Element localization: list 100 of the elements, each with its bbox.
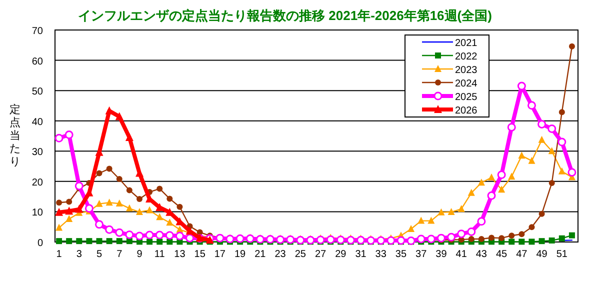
point	[416, 234, 426, 244]
point	[568, 232, 575, 238]
point	[517, 82, 526, 90]
point	[95, 220, 104, 229]
y-tick-label: 0	[37, 238, 44, 249]
point	[527, 101, 536, 110]
point	[96, 200, 103, 207]
point	[116, 176, 122, 182]
x-tick-label: 1	[56, 249, 62, 260]
point	[96, 170, 102, 176]
point	[156, 186, 163, 192]
point	[166, 196, 173, 202]
point	[468, 236, 474, 242]
point	[56, 200, 62, 206]
point	[75, 204, 84, 213]
point	[55, 208, 64, 216]
point	[538, 136, 546, 143]
x-tick-label: 51	[556, 249, 568, 260]
point	[156, 238, 163, 245]
point	[135, 232, 144, 240]
point	[66, 198, 72, 205]
point	[568, 168, 576, 177]
point	[155, 230, 164, 240]
point	[76, 238, 82, 244]
x-tick-label: 9	[136, 249, 143, 260]
point	[508, 232, 515, 239]
point	[436, 234, 446, 242]
point	[84, 204, 94, 213]
point	[548, 180, 555, 186]
point	[65, 206, 74, 215]
point	[105, 225, 114, 234]
x-tick-label: 7	[116, 249, 123, 260]
y-tick-label: 30	[32, 147, 44, 158]
point	[106, 198, 113, 206]
point	[548, 147, 556, 154]
x-tick-label: 25	[294, 249, 306, 260]
x-tick-label: 37	[416, 249, 428, 260]
point	[146, 238, 153, 245]
x-tick-label: 49	[536, 249, 548, 260]
x-tick-label: 47	[516, 249, 528, 260]
x-tick-label: 23	[274, 249, 286, 260]
point	[538, 210, 545, 217]
point	[96, 238, 102, 244]
legend-label: 2022	[455, 52, 478, 62]
point	[478, 236, 484, 242]
point	[467, 227, 476, 236]
point	[428, 216, 435, 224]
y-tick-label: 50	[32, 86, 44, 98]
point	[458, 204, 465, 212]
point	[568, 43, 575, 50]
point	[166, 218, 174, 226]
point	[66, 238, 72, 244]
point	[518, 238, 525, 245]
point	[56, 238, 62, 244]
point	[106, 238, 112, 244]
y-tick-label: 10	[32, 208, 44, 219]
point	[438, 208, 445, 216]
point	[528, 156, 536, 164]
legend-label: 2021	[455, 38, 478, 49]
point	[86, 238, 92, 244]
x-tick-label: 45	[496, 249, 508, 260]
point	[165, 231, 174, 240]
x-tick-label: 27	[314, 249, 327, 260]
y-tick-label: 40	[32, 116, 44, 128]
point	[498, 235, 505, 242]
point	[116, 200, 123, 207]
point	[126, 238, 132, 244]
x-tick-label: 41	[456, 249, 468, 260]
point	[408, 224, 415, 232]
point	[497, 170, 506, 180]
y-tick-label: 70	[32, 26, 44, 37]
point	[56, 224, 63, 231]
legend-label: 2026	[455, 106, 478, 116]
point	[448, 208, 455, 216]
point	[487, 191, 496, 200]
point	[558, 138, 566, 146]
point	[538, 238, 545, 244]
point	[136, 196, 142, 202]
x-tick-label: 17	[214, 249, 226, 260]
point	[558, 167, 566, 174]
x-tick-label: 39	[436, 249, 448, 260]
point	[508, 238, 515, 245]
x-tick-label: 13	[174, 249, 186, 260]
point	[418, 216, 425, 224]
point	[186, 234, 194, 242]
point	[558, 109, 565, 116]
x-tick-label: 35	[395, 249, 407, 260]
x-tick-label: 5	[96, 249, 102, 260]
point	[106, 166, 112, 172]
x-tick-label: 31	[355, 249, 367, 260]
point	[548, 237, 555, 244]
point	[116, 238, 122, 244]
point	[528, 224, 535, 230]
point	[478, 178, 485, 186]
point	[156, 213, 164, 220]
point	[498, 186, 506, 193]
point	[146, 206, 154, 214]
x-tick-label: 11	[154, 249, 166, 260]
point	[508, 172, 516, 180]
point	[488, 234, 495, 241]
